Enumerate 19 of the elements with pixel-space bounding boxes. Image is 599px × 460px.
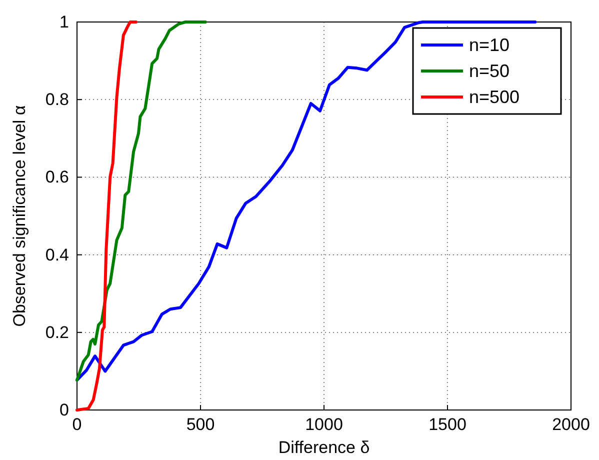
line-series: [76, 20, 537, 382]
legend-label: n=500: [469, 87, 520, 107]
y-tick-label: 0.8: [45, 90, 69, 110]
x-axis-title: Difference δ: [278, 438, 370, 457]
legend-label: n=10: [469, 35, 510, 55]
x-tick-label: 0: [72, 415, 82, 434]
y-tick-label: 0.2: [45, 322, 69, 342]
y-tick-label: 1: [60, 12, 69, 32]
x-tick-label: 1000: [305, 415, 343, 434]
y-tick-label: 0.4: [45, 245, 69, 264]
y-tick-label: 0: [60, 400, 69, 420]
legend-label: n=50: [469, 61, 510, 81]
line-series: [76, 20, 138, 412]
line-series: [76, 20, 207, 382]
x-tick-label: 500: [186, 415, 215, 434]
y-tick-label: 0.6: [45, 168, 69, 187]
x-tick-label: 2000: [552, 415, 590, 434]
y-axis-title: Observed significance level α: [10, 105, 29, 327]
x-tick-label: 1500: [428, 415, 466, 434]
